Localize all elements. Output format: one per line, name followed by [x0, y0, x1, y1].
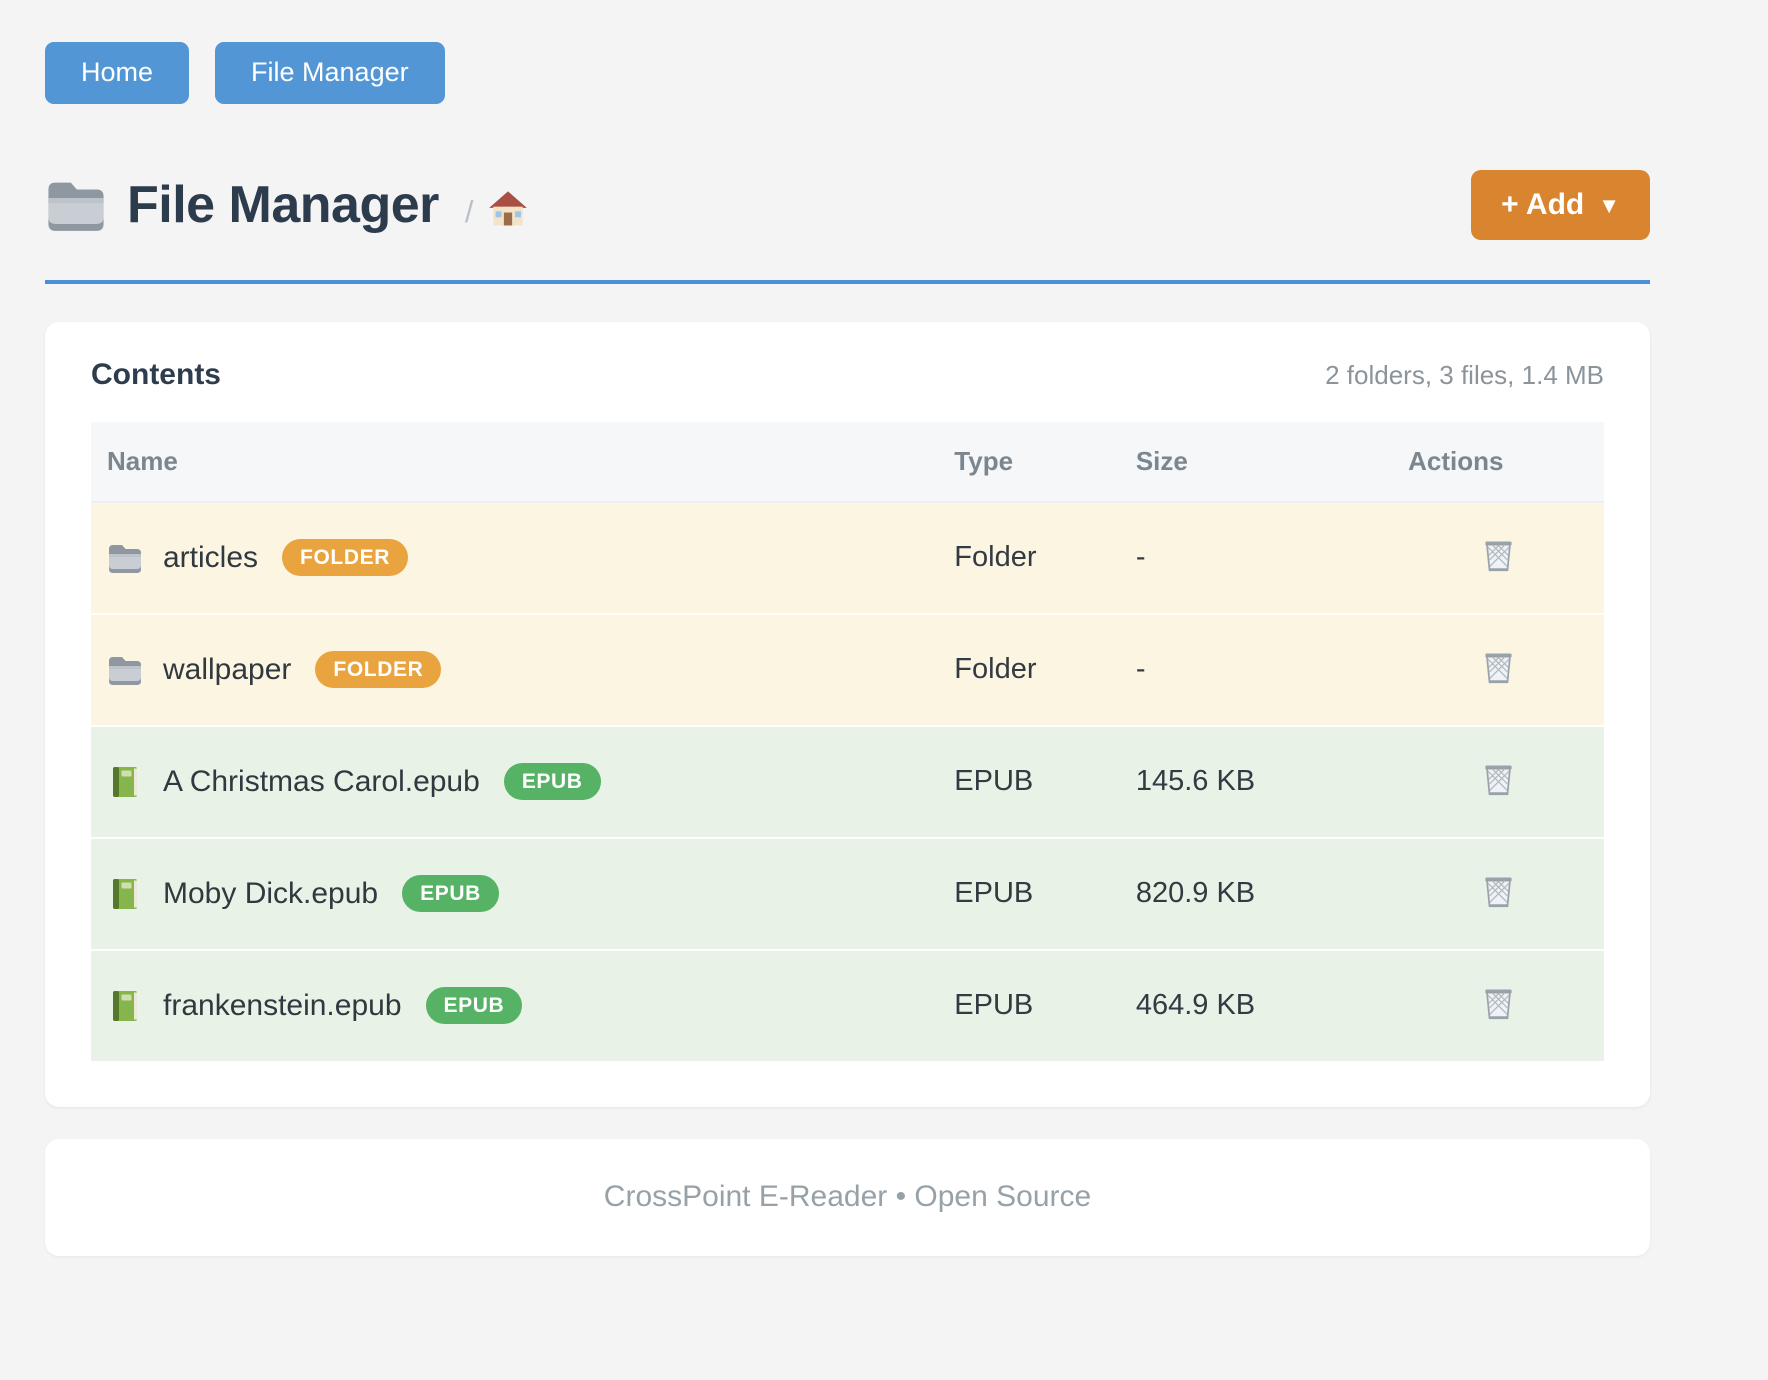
type-badge: FOLDER	[315, 651, 442, 689]
file-type: Folder	[938, 613, 1120, 726]
file-name[interactable]: Moby Dick.epub	[163, 876, 379, 910]
file-name[interactable]: wallpaper	[163, 652, 292, 686]
contents-summary: 2 folders, 3 files, 1.4 MB	[1325, 359, 1604, 390]
breadcrumb-separator: /	[464, 193, 474, 229]
table-row: A Christmas Carol.epub EPUB EPUB 145.6 K…	[91, 725, 1604, 838]
footer-text: CrossPoint E-Reader • Open Source	[603, 1180, 1092, 1214]
file-name[interactable]: articles	[163, 540, 259, 574]
add-button[interactable]: + Add ▼	[1471, 169, 1650, 240]
table-row: Moby Dick.epub EPUB EPUB 820.9 KB	[91, 837, 1604, 950]
book-icon	[107, 765, 143, 799]
file-table: Name Type Size Actions articles FOLDER F…	[91, 421, 1604, 1061]
trash-icon	[1483, 561, 1514, 576]
type-badge: FOLDER	[282, 539, 408, 577]
file-type: EPUB	[938, 725, 1120, 838]
column-header-actions: Actions	[1392, 421, 1604, 503]
column-header-type: Type	[938, 421, 1120, 503]
column-header-size: Size	[1119, 421, 1393, 503]
file-name[interactable]: frankenstein.epub	[163, 988, 402, 1022]
trash-icon	[1483, 1009, 1514, 1024]
folder-icon	[45, 179, 107, 231]
column-header-name: Name	[91, 421, 939, 503]
breadcrumb: /	[465, 190, 528, 233]
trash-icon	[1483, 673, 1514, 688]
delete-button[interactable]	[1479, 534, 1518, 580]
type-badge: EPUB	[503, 763, 601, 801]
folder-icon	[107, 541, 143, 575]
file-type: EPUB	[938, 837, 1120, 950]
type-badge: EPUB	[402, 875, 499, 913]
book-icon	[107, 989, 143, 1023]
contents-card: Contents 2 folders, 3 files, 1.4 MB Name…	[45, 321, 1650, 1107]
page: Home File Manager File Manager / + Add ▼…	[45, 0, 1650, 1256]
type-badge: EPUB	[425, 987, 523, 1025]
table-row: articles FOLDER Folder -	[91, 501, 1604, 614]
table-header-row: Name Type Size Actions	[91, 421, 1604, 503]
table-row: wallpaper FOLDER Folder -	[91, 613, 1604, 726]
title-divider	[45, 279, 1650, 284]
delete-button[interactable]	[1479, 982, 1518, 1028]
file-size: 820.9 KB	[1119, 837, 1393, 950]
file-name[interactable]: A Christmas Carol.epub	[163, 764, 480, 798]
table-row: frankenstein.epub EPUB EPUB 464.9 KB	[91, 949, 1604, 1061]
contents-title: Contents	[91, 357, 221, 391]
trash-icon	[1483, 897, 1514, 912]
file-size: -	[1119, 613, 1393, 726]
page-header: File Manager / + Add ▼	[45, 169, 1650, 240]
book-icon	[107, 877, 143, 911]
page-title: File Manager	[127, 175, 439, 234]
file-size: 464.9 KB	[1119, 949, 1393, 1061]
delete-button[interactable]	[1479, 758, 1518, 804]
contents-card-header: Contents 2 folders, 3 files, 1.4 MB	[91, 358, 1604, 392]
add-button-label: + Add	[1501, 187, 1585, 221]
top-nav: Home File Manager	[45, 42, 1650, 104]
file-table-body: articles FOLDER Folder - wallpaper FOLDE…	[91, 501, 1604, 1061]
trash-icon	[1483, 785, 1514, 800]
delete-button[interactable]	[1479, 646, 1518, 692]
nav-home-button[interactable]: Home	[45, 42, 190, 104]
file-type: Folder	[938, 501, 1120, 614]
nav-file-manager-button[interactable]: File Manager	[215, 42, 445, 104]
footer: CrossPoint E-Reader • Open Source	[45, 1138, 1650, 1256]
file-type: EPUB	[938, 949, 1120, 1061]
delete-button[interactable]	[1479, 870, 1518, 916]
home-icon[interactable]	[488, 190, 528, 233]
file-size: 145.6 KB	[1119, 725, 1393, 838]
folder-icon	[107, 653, 143, 687]
file-size: -	[1119, 501, 1393, 614]
chevron-down-icon: ▼	[1598, 192, 1620, 218]
